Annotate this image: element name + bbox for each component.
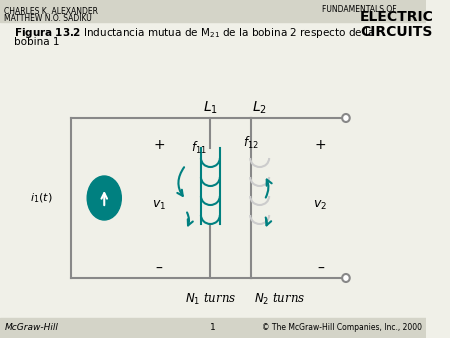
Text: CHARLES K. ALEXANDER: CHARLES K. ALEXANDER <box>4 7 98 16</box>
Bar <box>0 0 427 22</box>
Text: MATTHEW N.O. SADIKU: MATTHEW N.O. SADIKU <box>4 14 91 23</box>
Text: –: – <box>156 262 162 276</box>
Text: $L_2$: $L_2$ <box>252 100 267 116</box>
Text: $N_2$ turns: $N_2$ turns <box>254 292 305 307</box>
Text: $f_{11}$: $f_{11}$ <box>191 140 207 156</box>
Text: © The McGraw-Hill Companies, Inc., 2000: © The McGraw-Hill Companies, Inc., 2000 <box>262 323 422 332</box>
Text: $\bf{Figura\ 13.2}$ Inductancia mutua de M$_{21}$ de la bobina 2 respecto de la: $\bf{Figura\ 13.2}$ Inductancia mutua de… <box>14 26 375 40</box>
Bar <box>0 318 427 338</box>
Text: –: – <box>317 262 324 276</box>
Text: +: + <box>315 138 326 152</box>
Circle shape <box>342 114 350 122</box>
Text: bobina 1: bobina 1 <box>14 37 60 47</box>
Text: +: + <box>153 138 165 152</box>
Text: $v_2$: $v_2$ <box>313 198 327 212</box>
Text: $f_{12}$: $f_{12}$ <box>243 135 259 151</box>
Circle shape <box>342 274 350 282</box>
Text: $N_1$ turns: $N_1$ turns <box>185 292 236 307</box>
Text: 1: 1 <box>210 323 216 332</box>
Ellipse shape <box>87 176 122 220</box>
Text: $L_1$: $L_1$ <box>203 100 218 116</box>
Text: $v_1$: $v_1$ <box>152 198 166 212</box>
Text: McGraw-Hill: McGraw-Hill <box>5 323 58 332</box>
Text: $i_1(t)$: $i_1(t)$ <box>30 191 52 205</box>
Text: FUNDAMENTALS OF: FUNDAMENTALS OF <box>322 5 397 14</box>
Text: ELECTRIC
CIRCUITS: ELECTRIC CIRCUITS <box>360 10 434 39</box>
